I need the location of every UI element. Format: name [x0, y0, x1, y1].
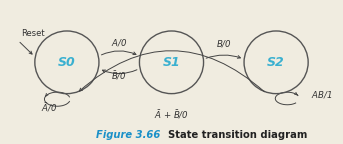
- Text: Figure 3.66: Figure 3.66: [96, 130, 161, 140]
- Text: $\bar{B}$/0: $\bar{B}$/0: [111, 69, 127, 82]
- Text: $A$/0: $A$/0: [111, 37, 127, 48]
- Text: $AB$/1: $AB$/1: [311, 89, 332, 100]
- Text: Reset: Reset: [21, 29, 45, 38]
- Text: State transition diagram: State transition diagram: [161, 130, 308, 140]
- Text: $B$/0: $B$/0: [216, 38, 232, 49]
- Text: S2: S2: [267, 56, 285, 69]
- Text: $\bar{A}$/0: $\bar{A}$/0: [41, 101, 57, 114]
- Text: S1: S1: [163, 56, 180, 69]
- Text: $\bar{A}$ + $\bar{B}$/0: $\bar{A}$ + $\bar{B}$/0: [154, 108, 189, 121]
- Text: S0: S0: [58, 56, 76, 69]
